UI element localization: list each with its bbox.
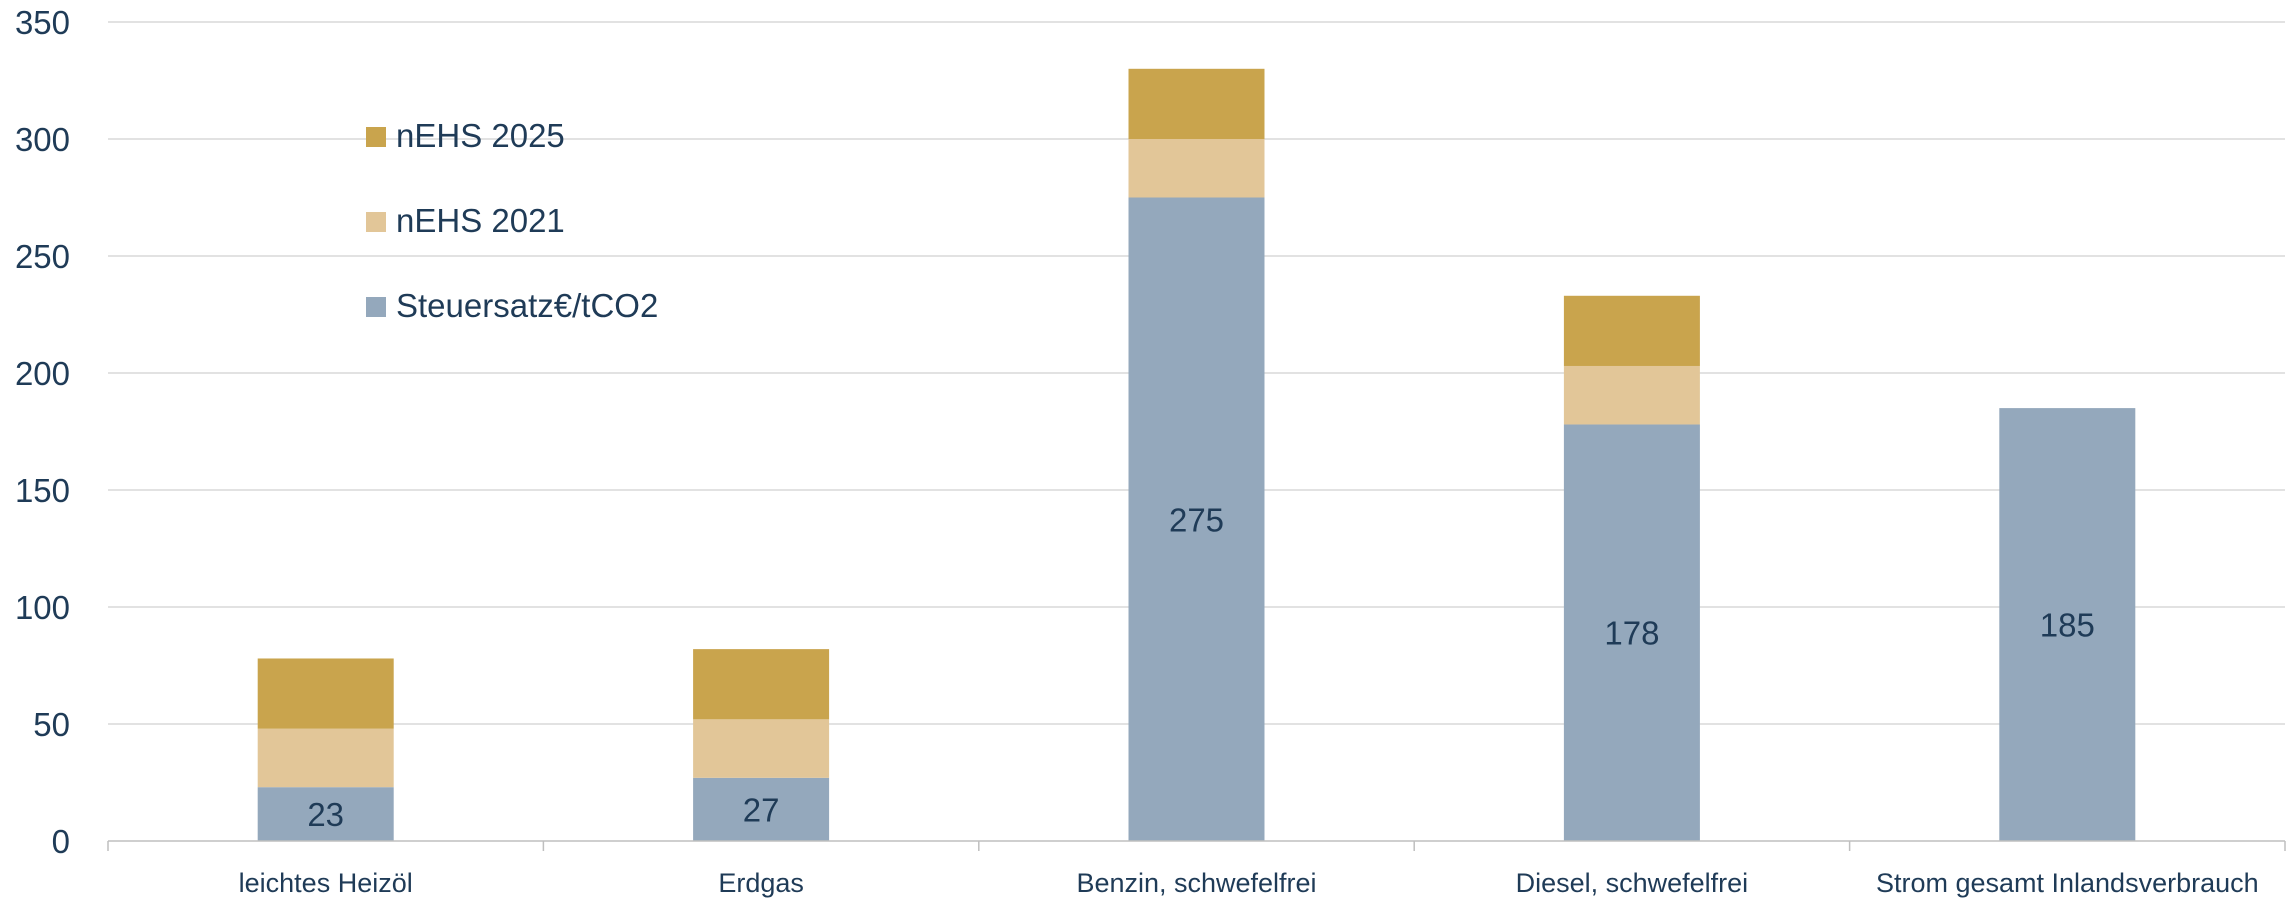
x-tick-label: Strom gesamt Inlandsverbrauch [1876,868,2259,898]
bar-segment [257,658,394,729]
y-tick-label: 50 [33,706,70,743]
bar-segment [257,787,394,841]
legend-swatch [366,297,386,317]
bar-segment [693,649,830,720]
x-axis: leichtes Heizöl Erdgas Benzin, schwefelfre… [107,840,2286,898]
bar-segment [693,719,830,778]
data-label: 275 [1169,501,1224,538]
legend-swatch [366,212,386,232]
y-tick-label: 300 [15,121,70,158]
data-labels: 23 27 275 178 185 [307,501,2094,833]
data-label: 27 [743,791,780,828]
bar-segment [1563,424,1700,841]
legend-label: nEHS 2021 [396,202,565,239]
legend-label: nEHS 2025 [396,117,565,154]
x-tick-label: leichtes Heizöl [239,868,413,898]
bar-segment [693,777,830,841]
y-tick-label: 0 [52,823,70,860]
legend-label: Steuersatz€/tCO2 [396,287,658,324]
bar-segment [1999,408,2136,841]
bar-segment [1128,139,1265,198]
legend: nEHS 2025 nEHS 2021 Steuersatz€/tCO2 [366,117,658,324]
bar-segment [1128,197,1265,841]
bar-segment [1563,365,1700,425]
y-tick-label: 250 [15,238,70,275]
y-tick-label: 100 [15,589,70,626]
bar-segment [1563,295,1700,366]
x-tick-label: Benzin, schwefelfrei [1076,868,1316,898]
y-tick-label: 350 [15,4,70,41]
bar-segment [257,728,394,788]
bar-segment [1128,68,1265,139]
y-tick-label: 150 [15,472,70,509]
data-label: 178 [1604,615,1659,652]
data-label: 23 [307,796,344,833]
x-tick-label: Diesel, schwefelfrei [1516,868,1749,898]
data-label: 185 [2040,607,2095,644]
bars [257,68,2136,841]
y-axis: 0 50 100 150 200 250 300 350 [15,4,70,860]
legend-swatch [366,127,386,147]
y-tick-label: 200 [15,355,70,392]
x-tick-label: Erdgas [718,868,804,898]
